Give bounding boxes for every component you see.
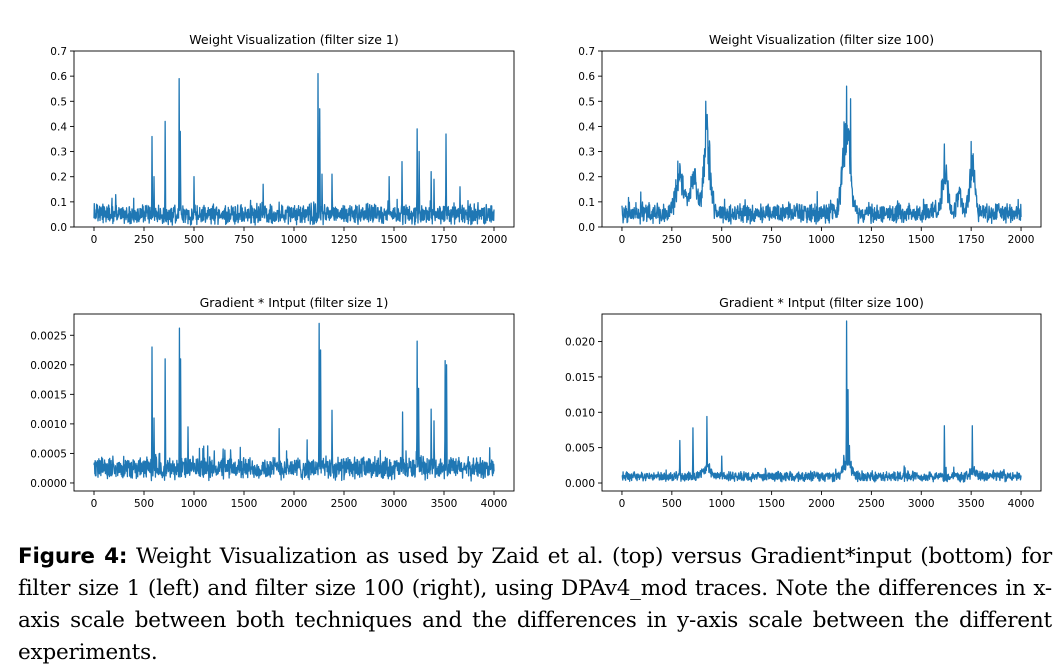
subplot-gradient-filter-100: Gradient * Intput (filter size 100) 0 500 1… <box>528 288 1057 523</box>
subplot-gradient-filter-1: Gradient * Intput (filter size 1) 0 500 100… <box>0 288 530 523</box>
y-tick-label: 0.6 <box>50 71 67 83</box>
axes-frame <box>601 50 1042 228</box>
subplot-weight-filter-100: Weight Visualization (filter size 100) 0 2… <box>528 25 1057 260</box>
y-tick-label: 0.1 <box>578 197 595 209</box>
x-tick-label: 500 <box>134 498 154 510</box>
y-tick-label: 0.000 <box>565 478 595 490</box>
y-tick-label: 0.0025 <box>30 330 67 342</box>
x-tick-label: 1500 <box>381 234 408 246</box>
axes-frame <box>73 50 515 228</box>
x-tick-label: 1000 <box>181 498 208 510</box>
y-tick-label: 0.1 <box>50 197 67 209</box>
chart-title: Weight Visualization (filter size 100) <box>709 32 934 47</box>
caption-label: Figure 4: <box>18 544 128 569</box>
x-tick-label: 500 <box>712 234 732 246</box>
axes-frame <box>601 313 1042 492</box>
series-line <box>621 320 1022 483</box>
y-tick-label: 0.7 <box>50 46 67 58</box>
y-tick-label: 0.0 <box>50 222 67 234</box>
y-tick-label: 0.0 <box>578 222 595 234</box>
x-tick-label: 2000 <box>281 498 308 510</box>
chart-weight-filter-100: Weight Visualization (filter size 100) 0 2… <box>578 32 1042 246</box>
x-tick-label: 3500 <box>958 498 985 510</box>
x-tick-label: 4000 <box>1008 498 1035 510</box>
x-tick-label: 3000 <box>381 498 408 510</box>
y-tick-label: 0.7 <box>578 46 595 58</box>
y-tick-label: 0.0015 <box>30 389 67 401</box>
x-tick-label: 1250 <box>858 234 885 246</box>
x-tick-label: 0 <box>619 234 626 246</box>
series-line <box>93 72 495 226</box>
series-line <box>621 85 1022 225</box>
y-tick-label: 0.020 <box>565 337 595 349</box>
series-line <box>93 322 495 482</box>
chart-title: Weight Visualization (filter size 1) <box>189 32 398 47</box>
x-tick-label: 4000 <box>481 498 508 510</box>
x-tick-label: 750 <box>234 234 254 246</box>
chart-gradient-filter-100: Gradient * Intput (filter size 100) 0 500 1… <box>565 295 1042 510</box>
x-tick-label: 1000 <box>808 234 835 246</box>
chart-title: Gradient * Intput (filter size 100) <box>719 295 924 310</box>
x-tick-label: 2500 <box>331 498 358 510</box>
y-tick-label: 0.2 <box>50 172 67 184</box>
x-tick-label: 2500 <box>858 498 885 510</box>
x-tick-label: 3500 <box>431 498 458 510</box>
x-tick-label: 2000 <box>481 234 508 246</box>
x-tick-label: 1500 <box>908 234 935 246</box>
y-tick-label: 0.0010 <box>30 419 67 431</box>
subplot-weight-filter-1: Weight Visualization (filter size 1) 0 250… <box>0 25 530 260</box>
x-tick-label: 1500 <box>231 498 258 510</box>
y-tick-label: 0.015 <box>565 372 595 384</box>
y-tick-label: 0.3 <box>578 147 595 159</box>
x-tick-label: 0 <box>91 498 98 510</box>
y-tick-label: 0.5 <box>578 96 595 108</box>
x-tick-label: 3000 <box>908 498 935 510</box>
y-tick-label: 0.0000 <box>30 478 67 490</box>
figure-caption: Figure 4: Weight Visualization as used b… <box>18 541 1052 669</box>
y-tick-label: 0.3 <box>50 147 67 159</box>
y-tick-label: 0.010 <box>565 407 595 419</box>
chart-gradient-filter-1: Gradient * Intput (filter size 1) 0 500 100… <box>30 295 515 510</box>
y-tick-label: 0.0020 <box>30 360 67 372</box>
x-tick-label: 1750 <box>958 234 985 246</box>
caption-text: Weight Visualization as used by Zaid et … <box>18 544 1052 665</box>
y-tick-label: 0.5 <box>50 96 67 108</box>
x-tick-label: 750 <box>762 234 782 246</box>
x-tick-label: 1000 <box>708 498 735 510</box>
x-tick-label: 0 <box>619 498 626 510</box>
x-tick-label: 1250 <box>331 234 358 246</box>
x-tick-label: 250 <box>662 234 682 246</box>
x-tick-label: 2000 <box>808 498 835 510</box>
x-tick-label: 250 <box>134 234 154 246</box>
x-tick-label: 1500 <box>758 498 785 510</box>
chart-weight-filter-1: Weight Visualization (filter size 1) 0 250… <box>50 32 515 246</box>
x-tick-label: 500 <box>662 498 682 510</box>
x-tick-label: 2000 <box>1008 234 1035 246</box>
x-tick-label: 0 <box>91 234 98 246</box>
y-tick-label: 0.005 <box>565 443 595 455</box>
x-tick-label: 500 <box>184 234 204 246</box>
y-tick-label: 0.6 <box>578 71 595 83</box>
x-tick-label: 1000 <box>281 234 308 246</box>
x-tick-label: 1750 <box>431 234 458 246</box>
chart-title: Gradient * Intput (filter size 1) <box>200 295 389 310</box>
y-tick-label: 0.0005 <box>30 448 67 460</box>
y-tick-label: 0.4 <box>50 121 67 133</box>
y-tick-label: 0.2 <box>578 172 595 184</box>
y-tick-label: 0.4 <box>578 121 595 133</box>
